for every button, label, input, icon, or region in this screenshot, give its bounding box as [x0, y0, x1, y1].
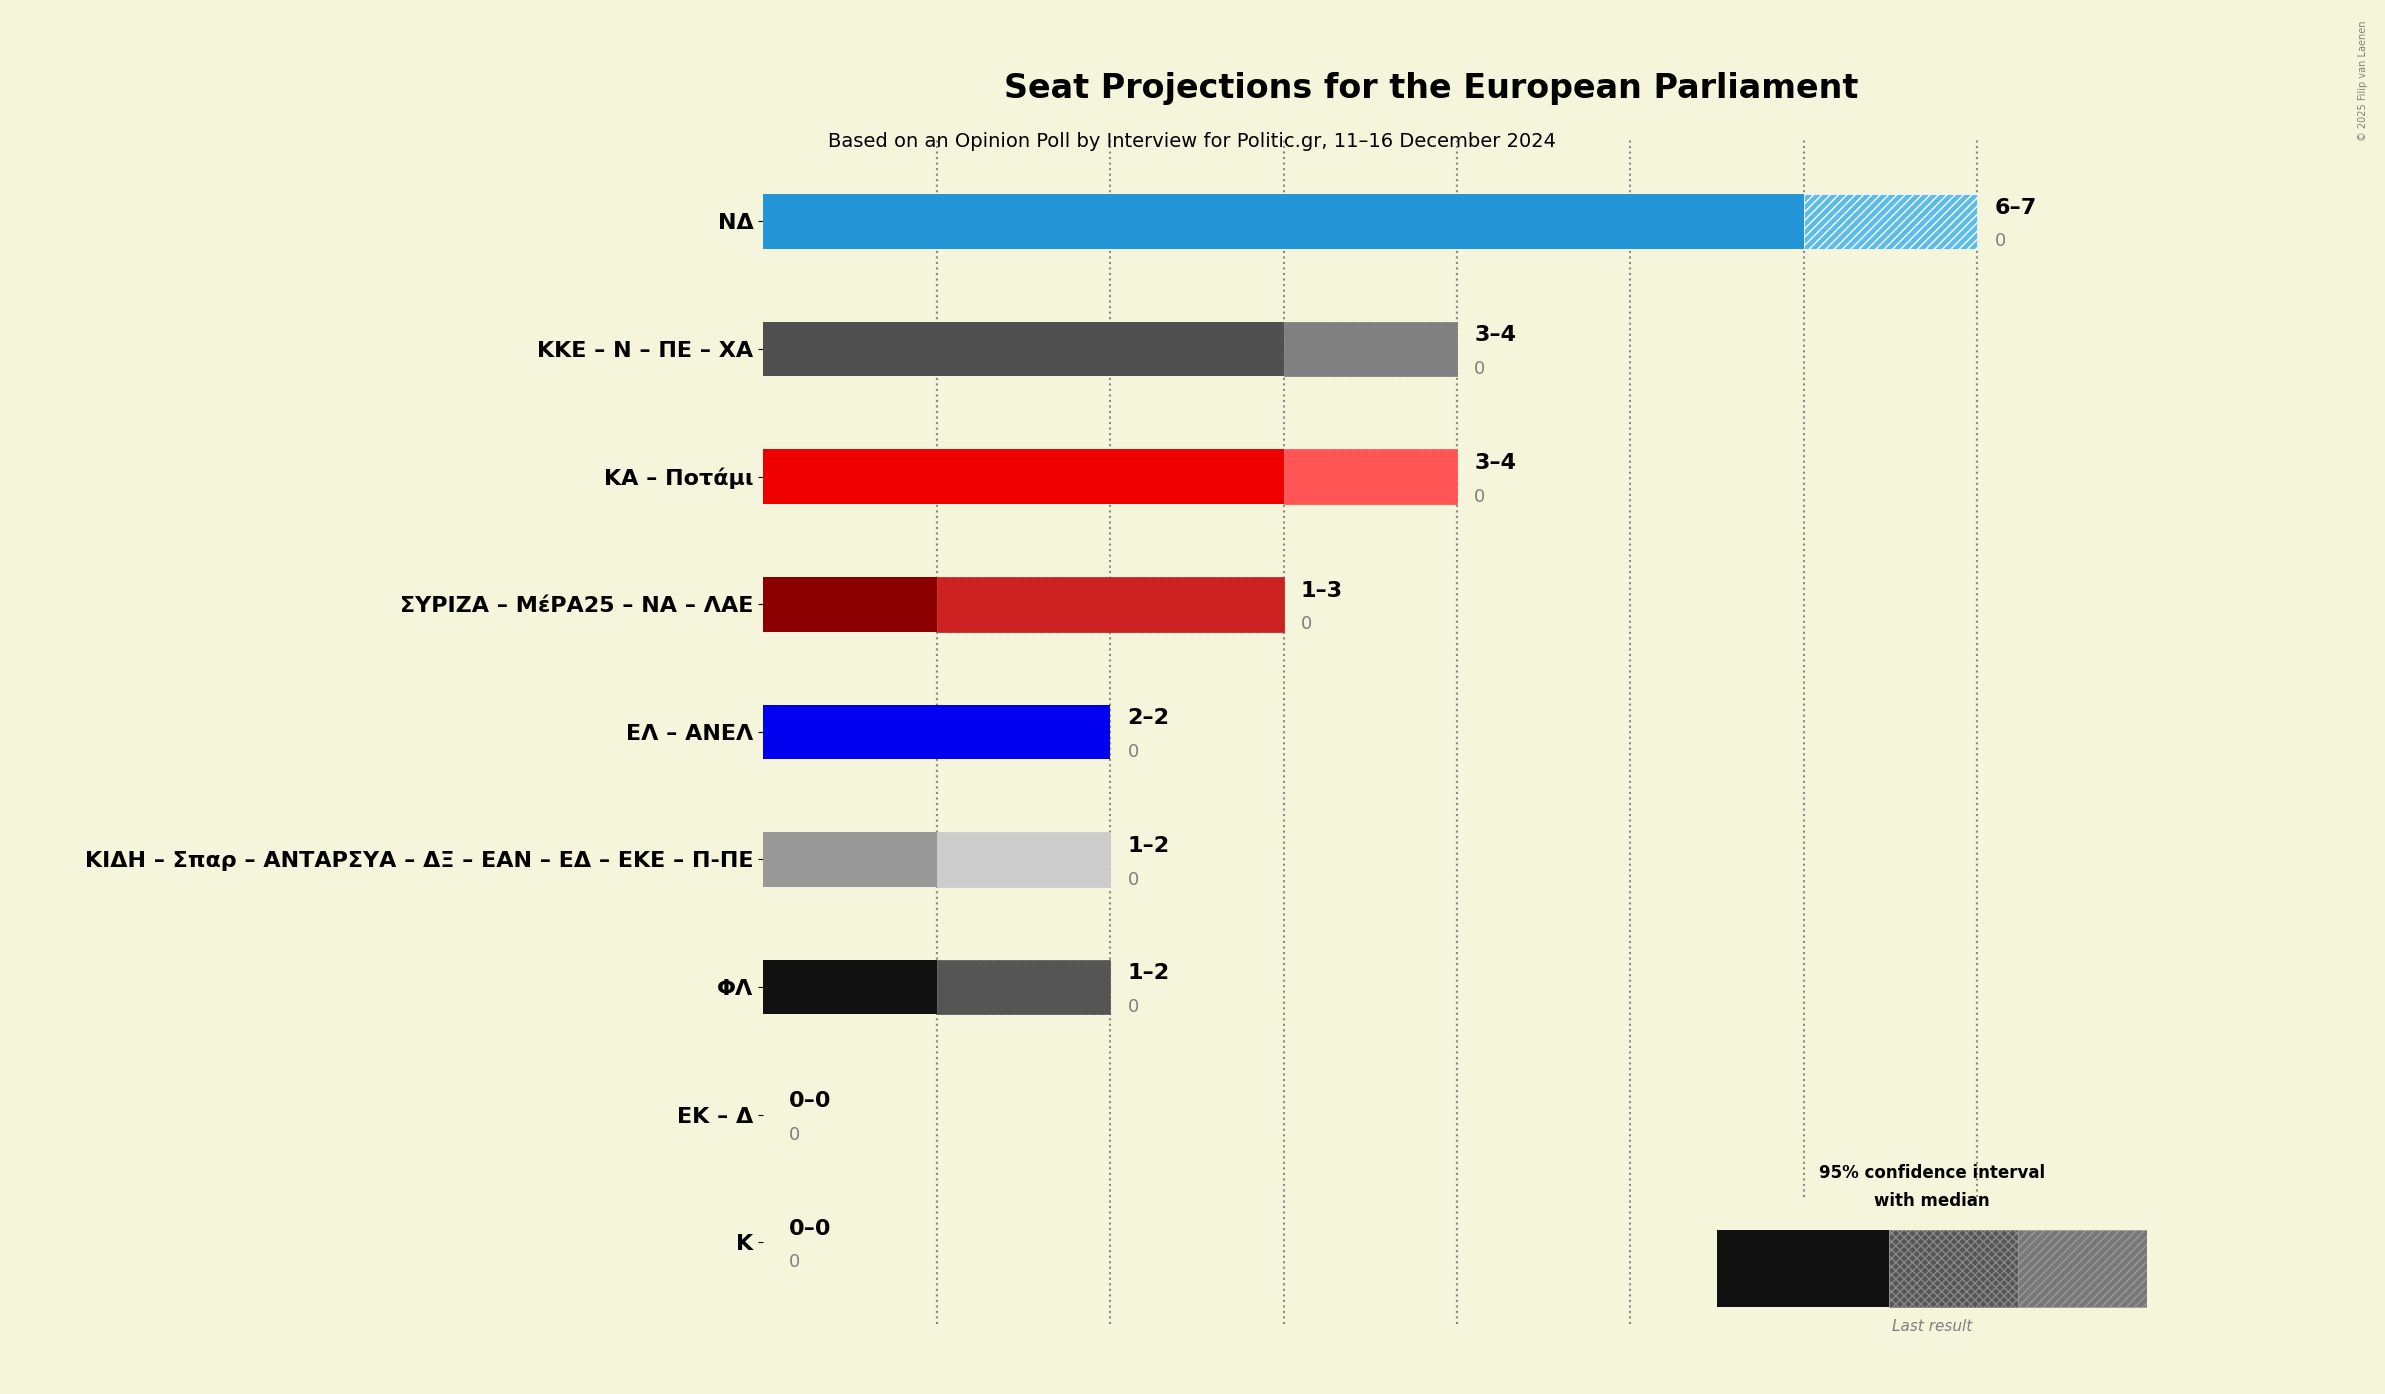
- Bar: [1717, 1230, 1889, 1308]
- Bar: [763, 959, 937, 1015]
- Text: Last result: Last result: [1891, 1319, 1972, 1334]
- Bar: [763, 832, 937, 887]
- Bar: [763, 322, 1283, 376]
- Text: 1–2: 1–2: [1128, 963, 1169, 983]
- Bar: [763, 704, 1109, 760]
- Text: 95% confidence interval: 95% confidence interval: [1820, 1164, 2044, 1182]
- Text: 0: 0: [1128, 743, 1138, 761]
- Bar: [763, 577, 937, 631]
- Text: 0–0: 0–0: [789, 1218, 832, 1239]
- Text: 0: 0: [1994, 233, 2006, 251]
- Bar: [937, 959, 1109, 1015]
- Bar: [1283, 322, 1457, 376]
- Text: 3–4: 3–4: [1474, 325, 1517, 346]
- Text: 0: 0: [789, 1253, 801, 1271]
- Bar: [1283, 449, 1457, 505]
- Text: 1–2: 1–2: [1128, 836, 1169, 856]
- Bar: [1889, 1230, 2018, 1308]
- Bar: [2018, 1230, 2146, 1308]
- Text: Based on an Opinion Poll by Interview for Politic.gr, 11–16 December 2024: Based on an Opinion Poll by Interview fo…: [828, 132, 1557, 152]
- Text: 0: 0: [1474, 488, 1486, 506]
- Text: 0: 0: [1300, 615, 1312, 633]
- Bar: [1803, 194, 1977, 248]
- Text: 1–3: 1–3: [1300, 580, 1343, 601]
- Text: 0: 0: [1474, 360, 1486, 378]
- Bar: [763, 194, 1803, 248]
- Text: 6–7: 6–7: [1994, 198, 2037, 217]
- Text: 0: 0: [789, 1126, 801, 1143]
- Title: Seat Projections for the European Parliament: Seat Projections for the European Parlia…: [1004, 71, 1858, 105]
- Text: 0–0: 0–0: [789, 1092, 832, 1111]
- Text: with median: with median: [1875, 1192, 1989, 1210]
- Text: 3–4: 3–4: [1474, 453, 1517, 473]
- Bar: [937, 832, 1109, 887]
- Text: © 2025 Filip van Laenen: © 2025 Filip van Laenen: [2359, 21, 2368, 141]
- Bar: [763, 449, 1283, 505]
- Bar: [937, 577, 1283, 631]
- Text: 0: 0: [1128, 870, 1138, 888]
- Text: 2–2: 2–2: [1128, 708, 1169, 728]
- Text: 0: 0: [1128, 998, 1138, 1016]
